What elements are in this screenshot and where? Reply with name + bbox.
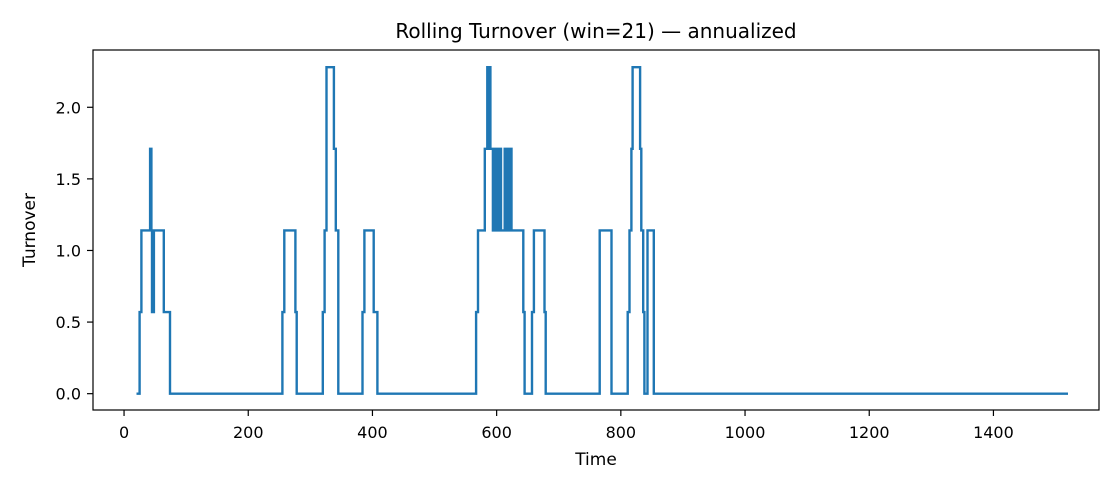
x-tick-label: 0 — [119, 423, 129, 442]
plot-frame — [92, 49, 1100, 411]
y-tick-label: 1.0 — [56, 241, 81, 260]
y-axis: 0.0 0.5 1.0 1.5 2.0 — [56, 98, 93, 404]
x-tick-label: 1000 — [725, 423, 766, 442]
y-axis-label: Turnover — [20, 193, 40, 268]
x-tick-label: 200 — [233, 423, 264, 442]
y-tick-label: 0.5 — [56, 313, 81, 332]
x-tick-label: 400 — [357, 423, 388, 442]
chart-title: Rolling Turnover (win=21) — annualized — [395, 19, 796, 43]
plot-area — [92, 49, 1100, 411]
y-tick-label: 1.5 — [56, 170, 81, 189]
y-tick-label: 0.0 — [56, 385, 81, 404]
turnover-series-line — [136, 66, 1068, 395]
x-tick-label: 800 — [606, 423, 637, 442]
x-axis: 0 200 400 600 800 1000 1200 1400 — [119, 410, 1014, 442]
x-tick-label: 1400 — [973, 423, 1014, 442]
x-tick-label: 1200 — [849, 423, 890, 442]
x-axis-label: Time — [574, 450, 617, 470]
x-tick-label: 600 — [481, 423, 512, 442]
y-tick-label: 2.0 — [56, 98, 81, 117]
